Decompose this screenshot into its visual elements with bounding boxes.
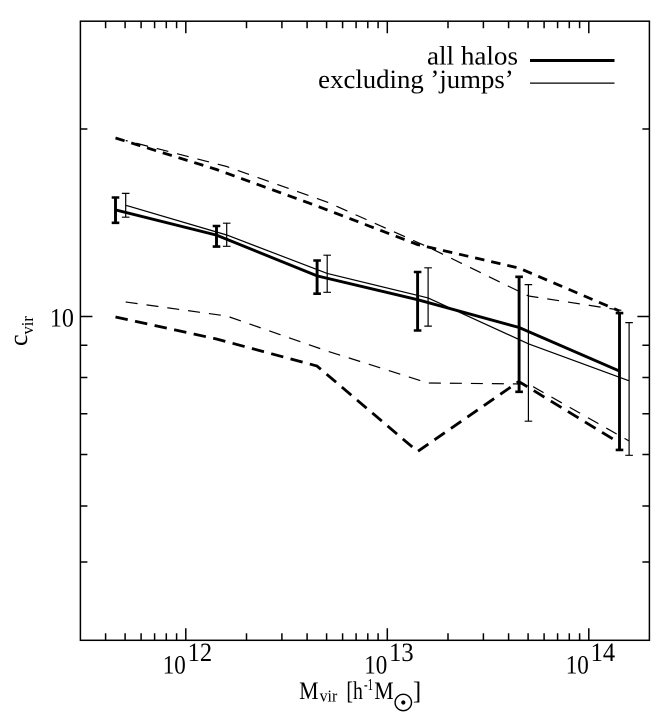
svg-text:excluding ’jumps’: excluding ’jumps’ [318,65,514,94]
svg-text:M: M [374,678,393,705]
svg-text:10: 10 [566,650,589,680]
svg-text:10: 10 [163,650,186,680]
svg-text:M: M [299,678,318,705]
svg-text:14: 14 [591,637,616,667]
svg-text:vir: vir [320,687,338,706]
svg-text:[h: [h [346,678,363,705]
svg-text:12: 12 [188,637,213,667]
svg-text:10: 10 [50,302,74,332]
svg-text:]: ] [413,678,421,705]
svg-text:13: 13 [389,637,414,667]
svg-text:all halos: all halos [427,41,518,70]
svg-text:-1: -1 [364,675,373,694]
svg-text:10: 10 [364,650,387,680]
